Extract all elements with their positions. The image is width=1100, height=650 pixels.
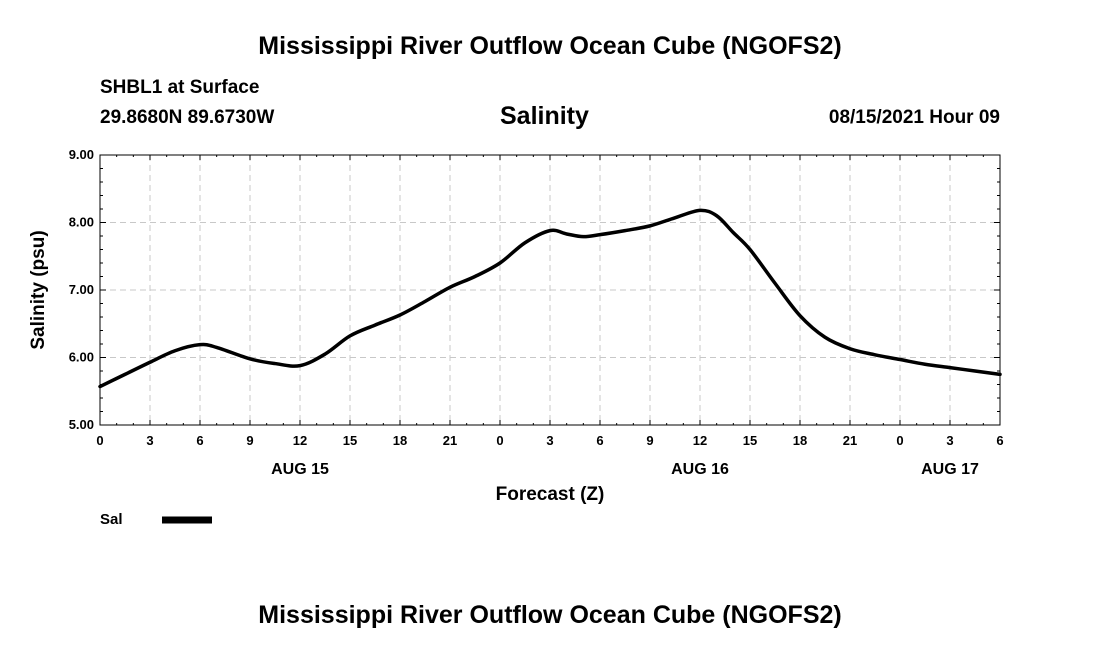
y-axis-title: Salinity (psu) [28,230,49,349]
x-tick-label: 18 [393,433,407,448]
x-tick-label: 15 [343,433,357,448]
x-tick-label: 6 [196,433,203,448]
x-tick-label: 15 [743,433,757,448]
date-label: AUG 17 [921,461,979,478]
salinity-series-line [98,208,1002,389]
x-tick-label: 3 [546,433,553,448]
x-tick-label: 12 [693,433,707,448]
legend-label-sal: Sal [100,511,123,528]
forecast-timestamp: 08/15/2021 Hour 09 [828,107,1000,128]
x-tick-label: 0 [96,433,103,448]
x-tick-label: 6 [996,433,1003,448]
date-label: AUG 16 [671,461,729,478]
x-tick-label: 6 [596,433,603,448]
x-tick-label: 3 [946,433,953,448]
chart-title: Salinity [500,102,589,130]
x-tick-label: 9 [246,433,253,448]
station-label: SHBL1 at Surface [100,77,260,98]
main-title: Mississippi River Outflow Ocean Cube (NG… [258,32,842,60]
footer-title: Mississippi River Outflow Ocean Cube (NG… [258,601,842,629]
x-tick-label: 18 [793,433,807,448]
y-tick-label: 7.00 [69,282,94,297]
x-tick-label: 0 [896,433,903,448]
x-tick-label: 21 [443,433,457,448]
y-tick-label: 5.00 [69,417,94,432]
x-tick-label: 12 [293,433,307,448]
y-tick-label: 6.00 [69,350,94,365]
x-tick-label: 3 [146,433,153,448]
x-tick-label: 9 [646,433,653,448]
x-tick-label: 21 [843,433,857,448]
date-label: AUG 15 [271,461,329,478]
station-coordinates: 29.8680N 89.6730W [100,107,275,128]
y-tick-label: 9.00 [69,147,94,162]
x-tick-label: 0 [496,433,503,448]
y-tick-label: 8.00 [69,215,94,230]
x-axis-title: Forecast (Z) [496,484,605,505]
